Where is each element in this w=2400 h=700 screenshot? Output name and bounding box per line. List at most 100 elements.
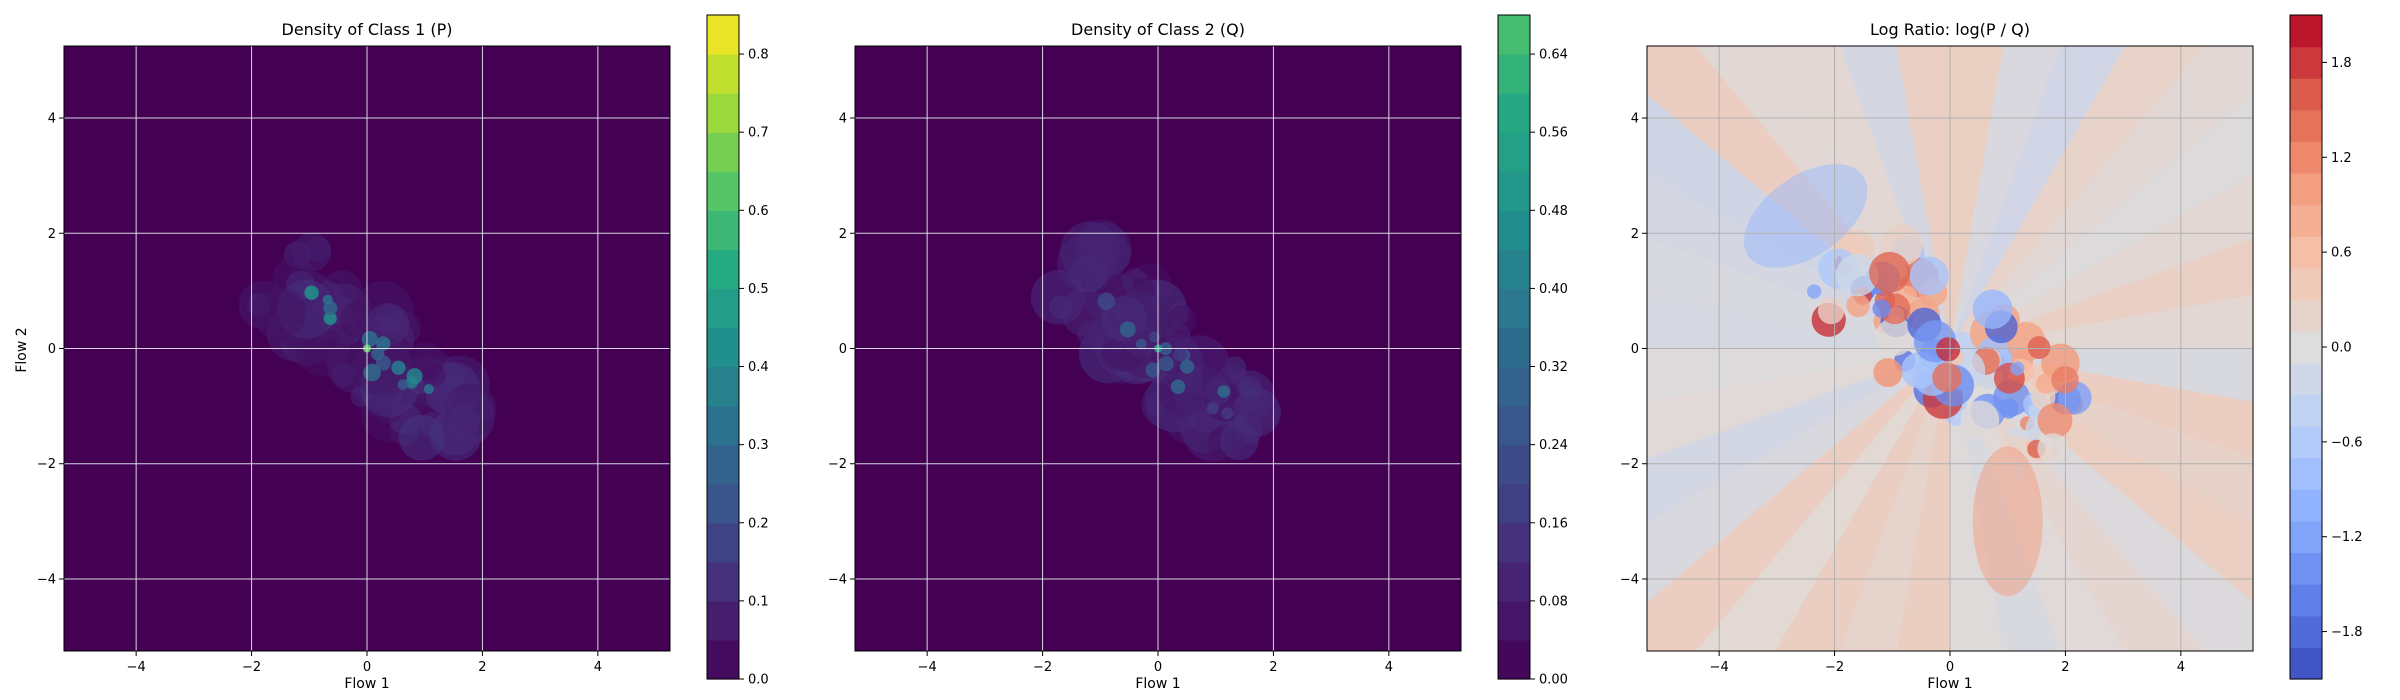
density-q-colorbar: 0.00 0.08 0.16 0.24 0.32 0.40 0.48 0.56 0.64: [1497, 14, 1568, 688]
log-ratio-colorbar-level: [2290, 520, 2322, 554]
log-ratio-colorbar-level: [2290, 584, 2322, 617]
log-ratio-ytick-label: 4: [1631, 112, 1639, 127]
density-p-ylabel: Flow 2: [14, 327, 30, 372]
density-q-colorbar-level: [1498, 15, 1530, 55]
log-ratio-colorbar-level: [2290, 299, 2322, 332]
log-ratio-colorbar-level: [2290, 394, 2322, 427]
density-q-colorbar-tick-label: 0.40: [1539, 282, 1568, 297]
density-p-colorbar-level: [707, 210, 739, 250]
density-p-ytick-label: −4: [37, 572, 56, 587]
log-ratio-colorbar-level: [2290, 331, 2322, 364]
log-ratio-colorbar-tick-label: 1.2: [2331, 151, 2352, 166]
log-ratio-colorbar-level: [2290, 173, 2322, 206]
log-ratio-ytick-label: 0: [1631, 342, 1639, 357]
log-ratio-colorbar-tick-label: 1.8: [2331, 56, 2352, 71]
log-ratio-colorbar-level: [2290, 426, 2322, 459]
density-q-colorbar-level: [1498, 366, 1530, 407]
density-q-colorbar-tick-label: 0.16: [1539, 516, 1568, 531]
density-p-colorbar-level: [707, 600, 739, 641]
log-ratio-colorbar-tick-label: −0.6: [2331, 435, 2363, 450]
density-p-colorbar-level: [707, 15, 739, 55]
log-ratio-colorbar-tick-label: 0.0: [2331, 341, 2352, 356]
density-p-colorbar-level: [707, 54, 739, 94]
density-p-ytick-label: −2: [37, 457, 56, 472]
log-ratio-colorbar-tick-label: −1.8: [2331, 625, 2363, 640]
density-q-plot-area: −4 −2 0 2 4 −4 −2 0 2 4: [828, 45, 1462, 675]
density-p-colorbar-level: [707, 327, 739, 368]
density-q-ytick-label: −4: [828, 572, 847, 587]
log-ratio-colorbar-level: [2290, 647, 2322, 680]
density-p-title: Density of Class 1 (P): [282, 20, 453, 39]
density-q-xtick-label: −2: [1033, 660, 1052, 675]
density-q-xtick-label: 2: [1269, 660, 1277, 675]
density-q-colorbar-level: [1498, 522, 1530, 563]
density-p-colorbar-tick-label: 0.6: [748, 204, 769, 219]
density-p-xtick-label: 4: [594, 660, 602, 675]
log-ratio-colorbar: −1.8 −1.2 −0.6 0.0 0.6 1.2 1.8: [2289, 14, 2363, 680]
density-p-colorbar-tick-label: 0.8: [748, 48, 769, 63]
density-q-colorbar-level: [1498, 171, 1530, 211]
density-q-density-cloud: [1030, 219, 1281, 462]
density-q-colorbar-level: [1498, 288, 1530, 329]
density-p-colorbar-tick-label: 0.3: [748, 438, 769, 453]
density-p-colorbar-level: [707, 561, 739, 602]
log-ratio-colorbar-level: [2290, 615, 2322, 648]
density-q-colorbar-level: [1498, 444, 1530, 485]
density-p-xtick-label: −4: [127, 660, 146, 675]
density-q-xtick-label: −4: [918, 660, 937, 675]
density-q-ytick-label: −2: [828, 457, 847, 472]
density-p-colorbar-level: [707, 132, 739, 172]
density-q-ytick-label: 2: [839, 227, 847, 242]
density-q-colorbar-tick-label: 0.24: [1539, 438, 1568, 453]
log-ratio-colorbar-level: [2290, 489, 2322, 522]
density-q-colorbar-tick-label: 0.56: [1539, 126, 1568, 141]
density-q-xlabel: Flow 1: [1135, 676, 1180, 692]
log-ratio-colorbar-level: [2290, 78, 2322, 111]
log-ratio-xlabel: Flow 1: [1927, 676, 1972, 692]
density-q-ytick-label: 0: [839, 342, 847, 357]
density-q-colorbar-level: [1498, 405, 1530, 446]
density-q-colorbar-level: [1498, 210, 1530, 250]
log-ratio-grid: [1647, 46, 2253, 651]
log-ratio-xtick-label: 4: [2177, 660, 2185, 675]
density-q-colorbar-tick-label: 0.00: [1539, 673, 1568, 688]
log-ratio-colorbar-level: [2290, 109, 2322, 143]
log-ratio-colorbar-tick-label: 0.6: [2331, 246, 2352, 261]
log-ratio-xtick-label: 0: [1946, 660, 1954, 675]
log-ratio-ratio-field: [1647, 46, 2253, 651]
density-q-colorbar-tick-label: 0.48: [1539, 204, 1568, 219]
log-ratio-colorbar-level: [2290, 362, 2322, 396]
density-q-colorbar-tick-label: 0.64: [1539, 48, 1568, 63]
density-p-colorbar-tick-label: 0.0: [748, 673, 769, 688]
density-p-grid: [64, 46, 670, 651]
log-ratio-plot-area: −4 −2 0 2 4 −4 −2 0 2 4: [1620, 45, 2254, 675]
density-p-colorbar-level: [707, 288, 739, 329]
log-ratio-colorbar-level: [2290, 141, 2322, 174]
log-ratio-xtick-label: 2: [2061, 660, 2069, 675]
density-q-panel: −4 −2 0 2 4 −4 −2 0 2 4 Density of Class 2 (Q) Fl…: [828, 14, 1568, 692]
log-ratio-colorbar-level: [2290, 46, 2322, 79]
density-p-colorbar-tick-label: 0.5: [748, 282, 769, 297]
density-p-colorbar-level: [707, 483, 739, 524]
density-q-colorbar-tick-label: 0.32: [1539, 360, 1568, 375]
density-q-colorbar-level: [1498, 600, 1530, 641]
density-p-xtick-label: 0: [363, 660, 371, 675]
density-p-xtick-label: −2: [242, 660, 261, 675]
density-p-colorbar-tick-label: 0.1: [748, 594, 769, 609]
density-p-xlabel: Flow 1: [344, 676, 389, 692]
density-q-colorbar-level: [1498, 483, 1530, 524]
density-p-colorbar-level: [707, 249, 739, 290]
density-q-grid: [855, 46, 1461, 651]
density-q-colorbar-level: [1498, 93, 1530, 133]
log-ratio-ytick-label: 2: [1631, 227, 1639, 242]
log-ratio-field: [1647, 46, 2253, 651]
density-q-colorbar-level: [1498, 327, 1530, 368]
density-p-ytick-label: 0: [48, 342, 56, 357]
density-q-ytick-label: 4: [839, 112, 847, 127]
density-p-panel: −4 −2 0 2 4 −4 −2 0 2 4 Density of Class 1 (P) Fl…: [14, 14, 769, 692]
density-p-ytick-label: 2: [48, 227, 56, 242]
density-p-colorbar-level: [707, 171, 739, 211]
density-p-colorbar-level: [707, 366, 739, 407]
log-ratio-colorbar-level: [2290, 204, 2322, 237]
